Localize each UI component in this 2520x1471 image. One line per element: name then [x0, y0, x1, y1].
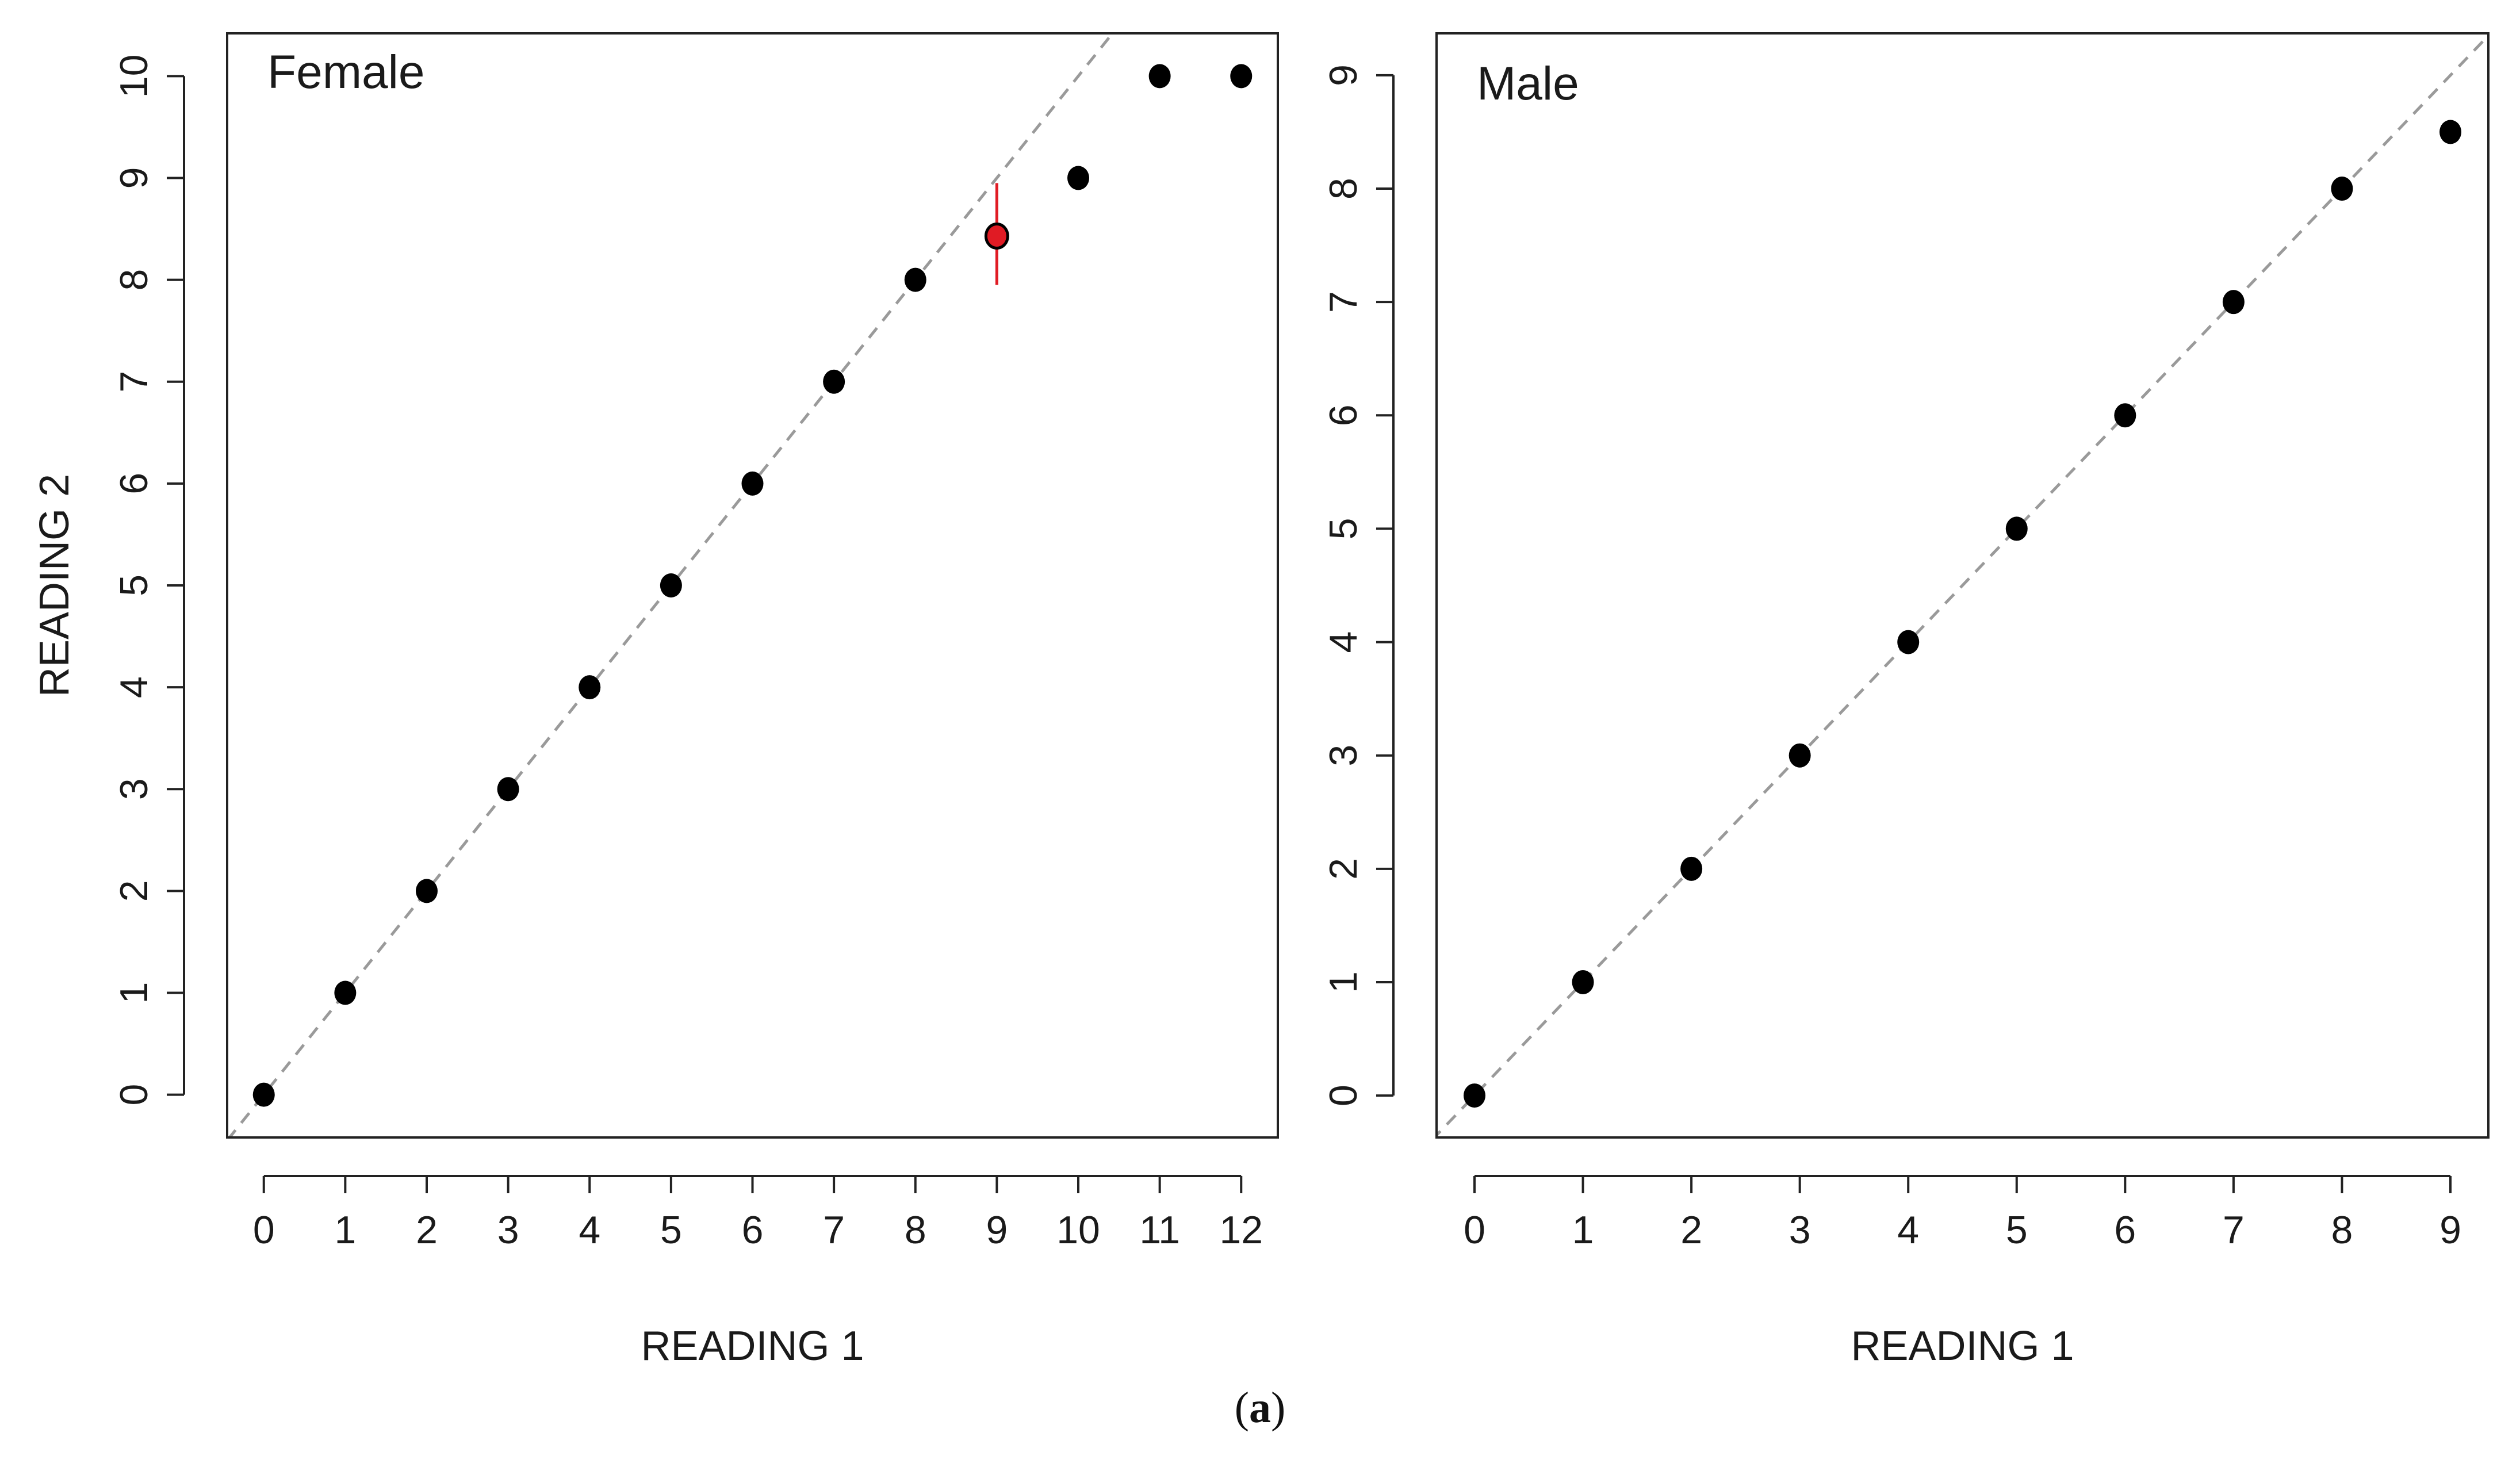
x-tick-label: 6 — [742, 1208, 764, 1252]
x-tick-label: 2 — [416, 1208, 438, 1252]
x-tick-label: 8 — [905, 1208, 926, 1252]
x-tick-label: 11 — [1139, 1208, 1180, 1252]
y-tick-label: 7 — [112, 371, 156, 393]
data-point — [1230, 64, 1253, 89]
x-tick-label: 6 — [2114, 1208, 2136, 1252]
y-tick-label: 7 — [1322, 291, 1365, 313]
y-tick-label: 5 — [1322, 518, 1365, 540]
x-axis-label: READING 1 — [1851, 1323, 2074, 1369]
y-tick-label: 1 — [112, 982, 156, 1004]
y-tick-label: 6 — [112, 473, 156, 495]
data-point — [2439, 120, 2462, 144]
caption-letter: a — [1249, 1384, 1271, 1432]
reference-line — [1437, 33, 2488, 1137]
data-point — [497, 777, 519, 802]
data-point — [252, 1082, 275, 1107]
y-tick-label: 8 — [112, 269, 156, 291]
x-tick-label: 7 — [823, 1208, 845, 1252]
x-tick-label: 3 — [497, 1208, 519, 1252]
data-point — [1148, 64, 1171, 89]
data-point — [1788, 743, 1811, 768]
y-tick-label: 2 — [112, 880, 156, 902]
y-tick-label: 6 — [1322, 404, 1365, 426]
x-tick-label: 9 — [986, 1208, 1008, 1252]
x-tick-label: 12 — [1219, 1208, 1263, 1252]
data-point — [2331, 177, 2353, 201]
x-tick-label: 9 — [2439, 1208, 2461, 1252]
x-tick-label: 0 — [1464, 1208, 1485, 1252]
x-tick-label: 5 — [660, 1208, 682, 1252]
data-point — [1572, 970, 1594, 994]
panel-title: Male — [1477, 58, 1579, 110]
x-tick-label: 2 — [1680, 1208, 1702, 1252]
y-tick-label: 10 — [112, 55, 156, 98]
x-tick-label: 0 — [253, 1208, 275, 1252]
x-tick-label: 4 — [579, 1208, 600, 1252]
x-tick-label: 10 — [1056, 1208, 1100, 1252]
x-tick-label: 4 — [1897, 1208, 1919, 1252]
y-tick-label: 1 — [1322, 971, 1365, 993]
data-point — [2114, 403, 2136, 428]
data-point — [660, 573, 682, 597]
data-point — [579, 675, 601, 700]
y-axis-label: READING 2 — [32, 474, 78, 697]
x-tick-label: 1 — [334, 1208, 356, 1252]
y-tick-label: 3 — [112, 778, 156, 800]
y-tick-label: 4 — [112, 676, 156, 698]
data-point — [1680, 856, 1703, 881]
data-point — [1463, 1083, 1485, 1108]
y-tick-label: 9 — [112, 167, 156, 189]
y-tick-label: 0 — [1322, 1085, 1365, 1106]
data-point — [415, 879, 438, 903]
plot-frame — [226, 32, 1279, 1139]
x-tick-label: 8 — [2331, 1208, 2353, 1252]
y-tick-label: 0 — [112, 1084, 156, 1106]
y-tick-label: 9 — [1322, 64, 1365, 86]
figure-caption: (a) — [1234, 1384, 1286, 1432]
y-tick-label: 5 — [112, 574, 156, 596]
x-tick-label: 1 — [1572, 1208, 1594, 1252]
data-point — [1897, 630, 1920, 654]
x-tick-label: 7 — [2223, 1208, 2245, 1252]
male-panel: 0 1 2 3 4 5 6 7 8 9 0 1 2 3 4 5 6 7 8 9 READING 1 Male — [1322, 32, 2490, 1369]
data-point — [334, 980, 357, 1005]
x-tick-label: 5 — [2006, 1208, 2028, 1252]
data-point — [2005, 516, 2028, 541]
data-point — [1067, 166, 1090, 190]
data-point — [741, 471, 764, 496]
x-tick-label: 3 — [1789, 1208, 1811, 1252]
plot-frame — [1435, 32, 2490, 1139]
panel-title: Female — [267, 46, 424, 98]
reference-line — [228, 33, 1115, 1137]
x-axis-label: READING 1 — [641, 1323, 864, 1369]
data-point — [904, 267, 926, 292]
data-point — [2222, 290, 2245, 315]
highlighted-data-point — [984, 222, 1009, 250]
data-point — [823, 369, 845, 394]
y-tick-label: 3 — [1322, 745, 1365, 767]
y-tick-label: 2 — [1322, 858, 1365, 880]
y-tick-label: 4 — [1322, 631, 1365, 653]
y-tick-label: 8 — [1322, 178, 1365, 200]
